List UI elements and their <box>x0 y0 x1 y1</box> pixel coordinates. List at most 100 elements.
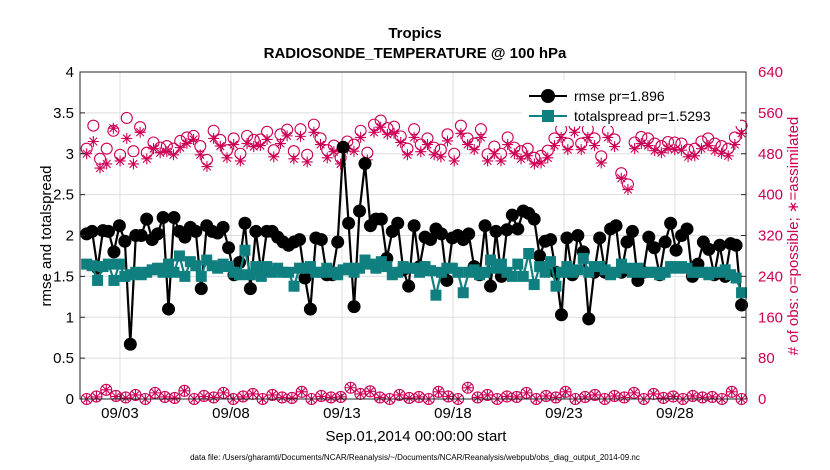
assimilated-point <box>602 131 614 143</box>
rmse-point <box>402 279 416 293</box>
assimilated-point <box>401 149 413 161</box>
assimilated-low-point <box>442 390 454 402</box>
rmse-point <box>669 243 683 257</box>
totalspread-point <box>261 261 273 273</box>
rmse-point <box>571 229 585 242</box>
rmse-point <box>331 235 345 249</box>
assimilated-point <box>682 151 694 163</box>
assimilated-point <box>582 131 594 143</box>
assimilated-point <box>722 150 734 162</box>
left-tick-label: 3 <box>66 146 74 163</box>
totalspread-point <box>583 266 595 278</box>
rmse-point <box>336 140 350 154</box>
series-totalspread <box>81 244 748 301</box>
totalspread-point <box>163 258 175 270</box>
totalspread-point <box>255 270 267 282</box>
assimilated-low-point <box>169 392 181 404</box>
totalspread-point <box>288 280 300 292</box>
totalspread-point <box>173 250 185 262</box>
assimilated-point <box>729 139 741 151</box>
assimilated-low-point <box>589 389 601 401</box>
assimilated-point <box>87 135 99 147</box>
rmse-point <box>735 298 749 312</box>
assimilated-low-point <box>100 384 112 396</box>
rmse-point <box>647 241 661 255</box>
left-tick-label: 0 <box>66 391 74 408</box>
assimilated-point <box>468 144 480 156</box>
assimilated-point <box>288 153 300 165</box>
assimilated-point <box>415 146 427 158</box>
assimilated-point <box>107 122 119 134</box>
rmse-point <box>374 212 388 226</box>
assimilated-low-point <box>696 391 708 403</box>
assimilated-point <box>348 145 360 157</box>
assimilated-point <box>669 144 681 156</box>
x-tick-label: 09/13 <box>323 405 361 422</box>
left-tick-label: 1.5 <box>53 268 74 285</box>
totalspread-point <box>555 266 567 278</box>
totalspread-point <box>190 260 202 272</box>
assimilated-point <box>515 153 527 165</box>
totalspread-point <box>108 274 120 286</box>
rmse-point <box>434 227 448 241</box>
rmse-point <box>658 235 672 249</box>
assimilated-low-point <box>393 389 405 401</box>
chart-title: Tropics <box>388 25 441 42</box>
rmse-point <box>222 241 236 255</box>
right-tick-label: 400 <box>758 187 783 204</box>
rmse-point <box>293 233 307 247</box>
chart-subtitle: RADIOSONDE_TEMPERATURE @ 100 hPa <box>264 45 567 62</box>
obs-count-series <box>80 111 748 406</box>
rmse-point <box>303 302 317 316</box>
assimilated-low-point <box>521 387 533 399</box>
assimilated-point <box>174 142 186 154</box>
assimilated-point <box>234 155 246 167</box>
assimilated-point <box>535 157 547 169</box>
right-tick-label: 320 <box>758 228 783 245</box>
totalspread-point <box>457 287 469 299</box>
totalspread-point <box>610 266 622 278</box>
possible-point <box>120 111 133 125</box>
legend: rmse pr=1.896 totalspread pr=1.5293 <box>522 80 740 126</box>
right-tick-label: 240 <box>758 268 783 285</box>
totalspread-point <box>195 270 207 282</box>
assimilated-point <box>281 130 293 142</box>
assimilated-low-point <box>403 392 415 404</box>
rmse-point <box>249 224 263 238</box>
assimilated-low-point <box>149 387 161 399</box>
assimilated-point <box>662 143 674 155</box>
assimilated-point <box>702 140 714 152</box>
assimilated-point <box>455 127 467 139</box>
totalspread-point <box>479 266 491 278</box>
totalspread-point <box>102 258 114 270</box>
totalspread-point <box>157 266 169 278</box>
assimilated-point <box>528 158 540 170</box>
assimilated-low-point <box>687 390 699 402</box>
assimilated-point <box>655 147 667 159</box>
assimilated-low-point <box>247 388 259 400</box>
assimilated-low-point <box>130 389 142 401</box>
assimilated-point <box>228 139 240 151</box>
rmse-point <box>85 224 99 238</box>
assimilated-point <box>101 158 113 170</box>
totalspread-point <box>239 244 251 256</box>
x-tick-label: 09/23 <box>545 405 583 422</box>
totalspread-point <box>659 266 671 278</box>
totalspread-point <box>517 270 529 282</box>
possible-point <box>127 145 140 158</box>
left-tick-label: 1 <box>66 309 74 326</box>
totalspread-point <box>233 269 245 281</box>
assimilated-point <box>421 139 433 151</box>
assimilated-point <box>629 143 641 155</box>
rmse-point <box>101 224 115 238</box>
assimilated-point <box>622 184 634 196</box>
assimilated-low-point <box>481 389 493 401</box>
totalspread-point <box>730 272 742 284</box>
assimilated-point <box>368 126 380 138</box>
x-tick-label: 09/03 <box>101 405 139 422</box>
rmse-point <box>713 238 727 252</box>
assimilated-low-point <box>608 390 620 402</box>
assimilated-point <box>642 140 654 152</box>
assimilated-low-point <box>237 391 249 403</box>
possible-point <box>100 142 113 155</box>
